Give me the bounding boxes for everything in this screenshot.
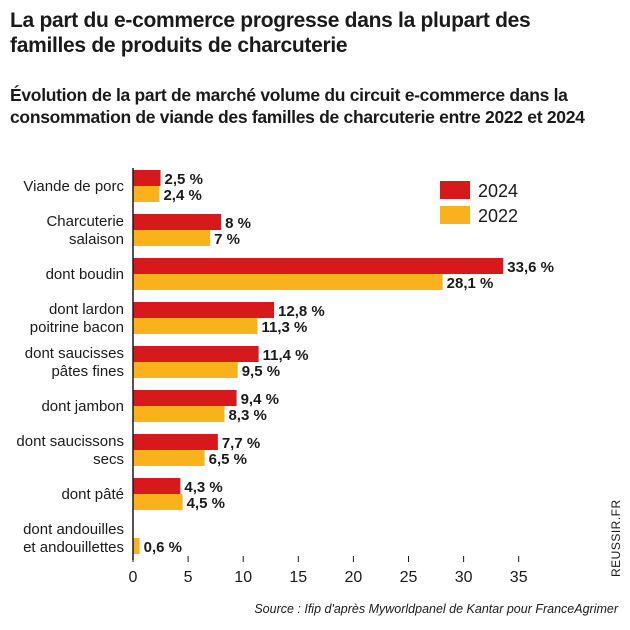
- category-label: dont pâté: [61, 486, 124, 503]
- x-tick-label: 10: [234, 569, 252, 586]
- bar-2024: [133, 346, 259, 362]
- x-tick-label: 35: [510, 569, 528, 586]
- bar-2022: [133, 494, 183, 510]
- bar-2022: [133, 406, 225, 422]
- source-note: Source : Ifip d'après Myworldpanel de Ka…: [254, 602, 618, 616]
- chart-subtitle: Évolution de la part de marché volume du…: [10, 85, 585, 127]
- bar-2022: [133, 450, 205, 466]
- credit-label: REUSSIR.FR: [609, 499, 623, 577]
- category-label: dont saucissons secs: [16, 433, 124, 468]
- value-label-2024: 2,5 %: [165, 171, 203, 188]
- x-tick-label: 30: [455, 569, 473, 586]
- bar-2022: [133, 274, 443, 290]
- value-label-2024: 9,4 %: [241, 391, 279, 408]
- bar-2022: [133, 186, 160, 202]
- value-label-2022: 4,5 %: [187, 495, 225, 512]
- bar-2022: [133, 362, 238, 378]
- x-tick-label: 5: [184, 569, 193, 586]
- bar-2024: [133, 214, 222, 230]
- value-label-2024: 7,7 %: [222, 435, 260, 452]
- value-label-2022: 2,4 %: [163, 187, 201, 204]
- value-label-2022: 8,3 %: [228, 407, 266, 424]
- category-label: dont boudin: [46, 266, 124, 283]
- x-tick-label: 15: [289, 569, 307, 586]
- legend-2022-label: 2022: [478, 206, 518, 226]
- bar-2022: [133, 230, 211, 246]
- category-label: dont lardon poitrine bacon: [30, 301, 124, 336]
- value-label-2024: 11,4 %: [263, 347, 309, 364]
- bar-2024: [133, 258, 504, 274]
- value-label-2022: 9,5 %: [242, 363, 280, 380]
- value-label-2024: 8 %: [225, 215, 251, 232]
- value-label-2024: 4,3 %: [184, 479, 222, 496]
- category-label: Charcuterie salaison: [46, 213, 124, 248]
- category-label: Viande de porc: [23, 178, 124, 195]
- value-label-2024: 12,8 %: [278, 303, 325, 320]
- legend-2022-swatch: [440, 206, 470, 224]
- x-tick-label: 0: [129, 569, 138, 586]
- value-label-2022: 6,5 %: [209, 451, 247, 468]
- value-label-2024: 33,6 %: [507, 259, 554, 276]
- value-label-2022: 0,6 %: [144, 539, 182, 556]
- bar-2024: [133, 170, 161, 186]
- value-label-2022: 7 %: [214, 231, 240, 248]
- x-tick-label: 25: [400, 569, 418, 586]
- bar-2022: [133, 538, 140, 554]
- category-label: dont andouilles et andouillettes: [23, 521, 124, 556]
- category-label: dont saucisses pâtes fines: [25, 345, 124, 380]
- legend-2024-swatch: [440, 181, 470, 199]
- value-label-2022: 28,1 %: [447, 275, 494, 292]
- bar-2022: [133, 318, 258, 334]
- x-tick-label: 20: [345, 569, 363, 586]
- category-label: dont jambon: [41, 398, 124, 415]
- bar-2024: [133, 478, 181, 494]
- value-label-2022: 11,3 %: [262, 319, 308, 336]
- bar-2024: [133, 390, 237, 406]
- legend-2024-label: 2024: [478, 181, 518, 201]
- bar-2024: [133, 302, 275, 318]
- chart-title: La part du e-commerce progresse dans la …: [10, 9, 531, 57]
- bar-2024: [133, 434, 218, 450]
